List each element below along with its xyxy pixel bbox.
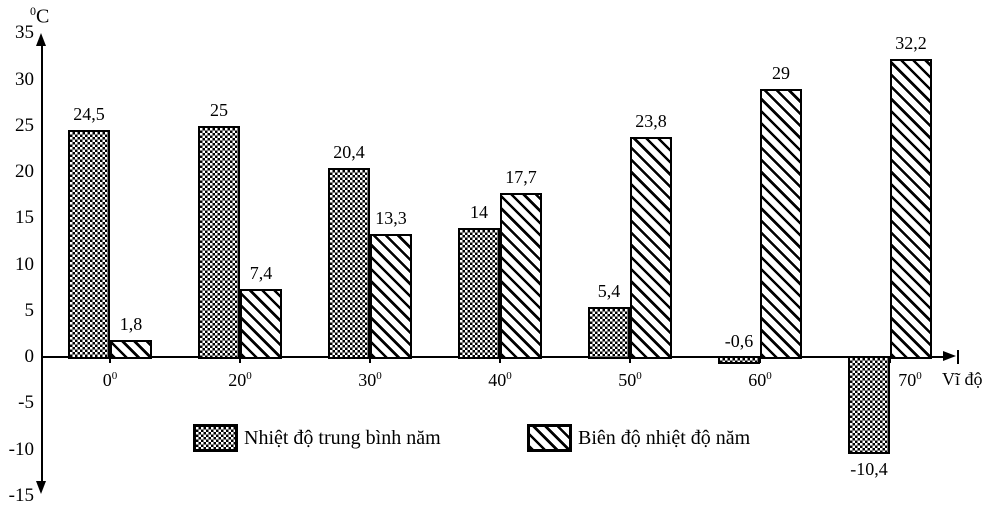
legend-label-avg-temp: Nhiệt độ trung bình năm (244, 426, 441, 449)
y-tick-label: 25 (15, 114, 34, 136)
bar-value-label: 32,2 (895, 33, 927, 54)
bar-value-label: 23,8 (635, 110, 667, 131)
legend-item-amplitude: Biên độ nhiệt độ năm (527, 423, 750, 452)
degree-superscript: 0 (636, 370, 642, 382)
x-tick (109, 357, 111, 363)
bar-value-label: 5,4 (597, 281, 621, 302)
y-axis-unit-letter: C (36, 5, 50, 28)
x-tick (499, 357, 501, 363)
y-axis-unit-superscript: 0 (30, 4, 36, 18)
legend-swatch-checker (193, 423, 238, 452)
x-tick (759, 357, 761, 363)
bar-value-label: 13,3 (375, 207, 407, 228)
x-tick-number: 60 (748, 370, 767, 390)
y-tick-label: -15 (8, 484, 34, 506)
x-tick (629, 357, 631, 363)
bar-amplitude-20deg (240, 288, 282, 359)
bar-amplitude-70deg (890, 59, 932, 359)
bar-avg-temp-50deg (588, 307, 630, 359)
degree-superscript: 0 (111, 370, 118, 382)
y-axis-line (41, 40, 43, 488)
degree-superscript: 0 (766, 370, 772, 382)
bar-value-label: -10,4 (850, 459, 888, 480)
bar-value-label: 24,5 (73, 104, 105, 125)
x-tick-number: 40 (488, 370, 507, 390)
bar-amplitude-30deg (370, 233, 412, 359)
y-tick-label: 5 (24, 299, 35, 321)
x-tick-label: 00 (103, 366, 118, 390)
x-axis-end-tick (957, 350, 959, 364)
bar-value-label: 29 (772, 62, 790, 83)
bar-avg-temp-20deg (198, 125, 240, 359)
x-tick-label: 300 (358, 366, 382, 390)
x-tick-label: 200 (228, 366, 252, 390)
x-tick-label: 500 (618, 366, 642, 390)
degree-superscript: 0 (916, 370, 922, 382)
bar-avg-temp-40deg (458, 227, 500, 359)
x-tick-label: 700 (898, 366, 922, 390)
x-tick (369, 357, 371, 363)
bar-value-label: 20,4 (333, 142, 365, 163)
y-tick-label: 0 (24, 346, 35, 367)
legend-swatch-diagonal (527, 423, 572, 452)
bar-value-label: 25 (210, 99, 228, 120)
y-axis-arrow-down (36, 481, 46, 494)
y-tick-label: -5 (18, 392, 34, 414)
legend-label-amplitude: Biên độ nhiệt độ năm (578, 426, 751, 449)
bar-amplitude-40deg (500, 193, 542, 359)
bar-value-label: 7,4 (249, 262, 273, 283)
x-tick-number: 0 (102, 370, 112, 390)
bar-avg-temp-60deg (718, 356, 760, 364)
degree-superscript: 0 (506, 370, 512, 382)
y-tick-label: 20 (15, 161, 34, 182)
x-axis-arrow-right (943, 351, 956, 361)
y-tick-label: 10 (15, 253, 34, 275)
x-tick-number: 30 (358, 370, 377, 390)
bar-avg-temp-70deg (848, 356, 890, 455)
bar-value-label: -0,6 (724, 331, 754, 351)
bar-value-label: 1,8 (119, 314, 143, 335)
bar-amplitude-60deg (760, 88, 802, 359)
bar-value-label: 17,7 (505, 167, 537, 188)
y-tick-label: 35 (15, 22, 34, 44)
y-tick-label: 30 (15, 68, 34, 90)
bar-value-label: 14 (470, 201, 488, 222)
x-tick (889, 357, 891, 363)
bar-amplitude-50deg (630, 136, 672, 359)
degree-superscript: 0 (376, 370, 382, 382)
bar-avg-temp-30deg (328, 168, 370, 359)
x-tick-label: 400 (488, 366, 512, 390)
x-axis-title: Vĩ độ (942, 369, 983, 389)
legend-item-avg-temp: Nhiệt độ trung bình năm (193, 423, 441, 452)
bar-amplitude-0deg (110, 340, 152, 359)
x-tick-number: 20 (228, 370, 247, 390)
x-tick-label: 600 (748, 366, 772, 390)
x-tick (239, 357, 241, 363)
bar-avg-temp-0deg (68, 130, 110, 359)
y-tick-label: -10 (8, 438, 34, 460)
y-tick-label: 15 (15, 207, 34, 229)
x-tick-number: 50 (618, 370, 637, 390)
degree-superscript: 0 (246, 370, 252, 382)
x-tick-number: 70 (898, 370, 917, 390)
y-axis-arrow-up (36, 33, 46, 46)
y-axis-unit: 0C (30, 0, 49, 28)
